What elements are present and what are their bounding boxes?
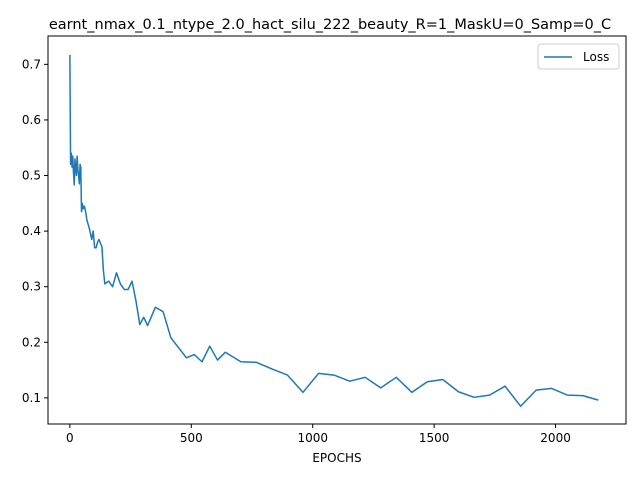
y-tick-label: 0.1 bbox=[22, 391, 41, 405]
y-axis: 0.1 0.2 0.3 0.4 0.5 0.6 0.7 bbox=[22, 57, 48, 405]
y-tick-label: 0.2 bbox=[22, 335, 41, 349]
chart-title: earnt_nmax_0.1_ntype_2.0_hact_silu_222_b… bbox=[49, 17, 611, 33]
y-tick-label: 0.6 bbox=[22, 113, 41, 127]
y-tick-label: 0.4 bbox=[22, 224, 41, 238]
x-tick-label: 2000 bbox=[540, 431, 571, 445]
x-tick-label: 500 bbox=[180, 431, 203, 445]
x-tick-label: 1000 bbox=[297, 431, 328, 445]
series-line-loss bbox=[69, 54, 599, 407]
legend-label: Loss bbox=[583, 50, 609, 64]
y-tick-label: 0.3 bbox=[22, 280, 41, 294]
y-tick-label: 0.5 bbox=[22, 169, 41, 183]
plot-area bbox=[47, 35, 627, 425]
legend-box bbox=[537, 43, 620, 70]
x-tick-label: 0 bbox=[66, 431, 74, 445]
legend: Loss bbox=[537, 43, 620, 70]
y-tick-label: 0.7 bbox=[22, 57, 41, 71]
x-tick-label: 1500 bbox=[419, 431, 450, 445]
series-layer bbox=[69, 54, 599, 407]
x-axis-label: EPOCHS bbox=[312, 451, 361, 465]
x-axis: 0 500 1000 1500 2000 bbox=[66, 424, 571, 445]
